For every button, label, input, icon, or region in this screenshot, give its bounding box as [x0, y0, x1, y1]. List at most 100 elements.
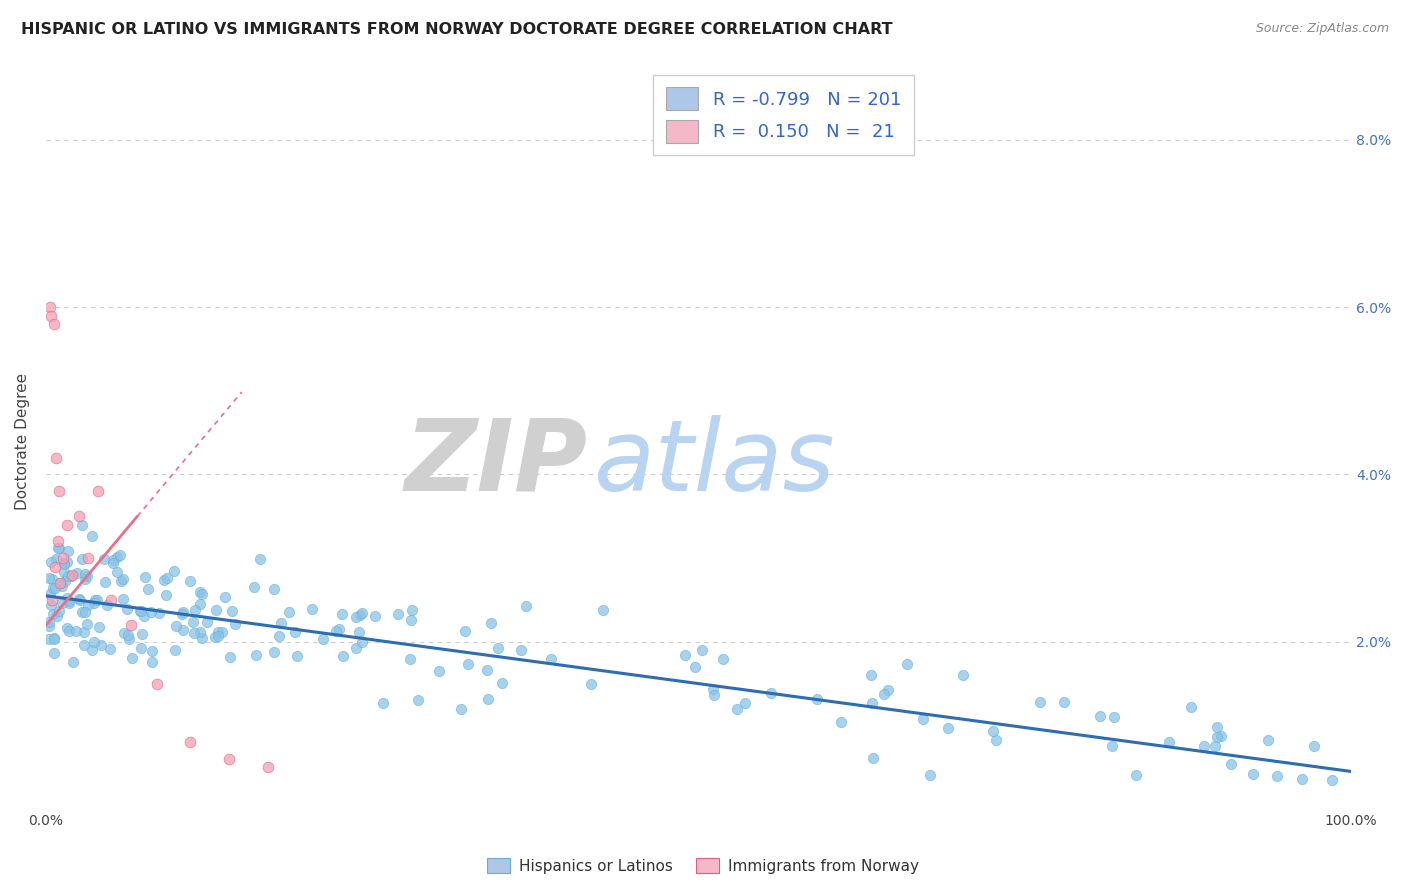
Text: Source: ZipAtlas.com: Source: ZipAtlas.com [1256, 22, 1389, 36]
Point [278, 605, 301, 619]
Point [77, 598, 100, 612]
Point [263, 645, 285, 659]
Point [44, 559, 66, 574]
Point [690, 643, 713, 657]
Point [101, 553, 124, 567]
Point [38, 615, 60, 629]
Point [204, 630, 226, 644]
Point [249, 551, 271, 566]
Point [44, 632, 66, 646]
Point [56, 555, 79, 569]
Point [983, 724, 1005, 739]
Point [830, 714, 852, 729]
Point [205, 603, 228, 617]
Point [163, 642, 186, 657]
Point [806, 692, 828, 706]
Point [62, 655, 84, 669]
Point [188, 597, 211, 611]
Point [132, 609, 155, 624]
Point [75, 605, 97, 619]
Point [759, 686, 782, 700]
Point [195, 615, 218, 629]
Point [1088, 709, 1111, 723]
Point [69, 592, 91, 607]
Point [181, 615, 204, 629]
Legend: Hispanics or Latinos, Immigrants from Norway: Hispanics or Latinos, Immigrants from No… [481, 852, 925, 880]
Point [84, 592, 107, 607]
Point [129, 640, 152, 655]
Point [49, 576, 72, 591]
Point [207, 629, 229, 643]
Point [363, 609, 385, 624]
Point [477, 692, 499, 706]
Point [76, 616, 98, 631]
Point [38, 619, 60, 633]
Point [67, 592, 90, 607]
Point [128, 604, 150, 618]
Point [190, 624, 212, 639]
Point [191, 587, 214, 601]
Point [42, 607, 65, 621]
Point [87, 484, 110, 499]
Text: ZIP: ZIP [405, 415, 588, 512]
Point [488, 640, 510, 655]
Point [702, 681, 724, 696]
Point [163, 564, 186, 578]
Point [371, 696, 394, 710]
Point [920, 767, 942, 781]
Point [387, 607, 409, 622]
Point [76, 551, 98, 566]
Point [860, 696, 883, 710]
Point [38, 571, 60, 585]
Point [108, 548, 131, 562]
Point [44, 581, 66, 595]
Point [172, 606, 194, 620]
Point [148, 606, 170, 620]
Point [344, 640, 367, 655]
Point [52, 565, 75, 579]
Point [110, 574, 132, 588]
Point [52, 551, 75, 566]
Point [41, 593, 63, 607]
Point [350, 635, 373, 649]
Point [66, 566, 89, 580]
Point [73, 573, 96, 587]
Point [711, 652, 734, 666]
Point [111, 572, 134, 586]
Y-axis label: Doctorate Degree: Doctorate Degree [15, 373, 30, 509]
Point [129, 604, 152, 618]
Point [45, 450, 67, 465]
Point [55, 574, 77, 588]
Point [38, 300, 60, 314]
Point [56, 569, 79, 583]
Point [100, 593, 122, 607]
Point [242, 580, 264, 594]
Point [112, 625, 135, 640]
Point [399, 613, 422, 627]
Point [90, 638, 112, 652]
Point [58, 596, 80, 610]
Point [56, 621, 79, 635]
Point [579, 677, 602, 691]
Point [48, 576, 70, 591]
Point [179, 735, 201, 749]
Point [263, 582, 285, 597]
Point [325, 624, 347, 638]
Point [146, 676, 169, 690]
Point [73, 624, 96, 639]
Point [1204, 739, 1226, 754]
Point [1125, 768, 1147, 782]
Point [509, 643, 531, 657]
Point [267, 629, 290, 643]
Point [860, 667, 883, 681]
Point [105, 550, 128, 565]
Point [188, 585, 211, 599]
Point [256, 760, 278, 774]
Point [1265, 769, 1288, 783]
Point [115, 601, 138, 615]
Point [1220, 756, 1243, 771]
Point [41, 572, 63, 586]
Point [80, 642, 103, 657]
Point [117, 628, 139, 642]
Point [46, 541, 69, 555]
